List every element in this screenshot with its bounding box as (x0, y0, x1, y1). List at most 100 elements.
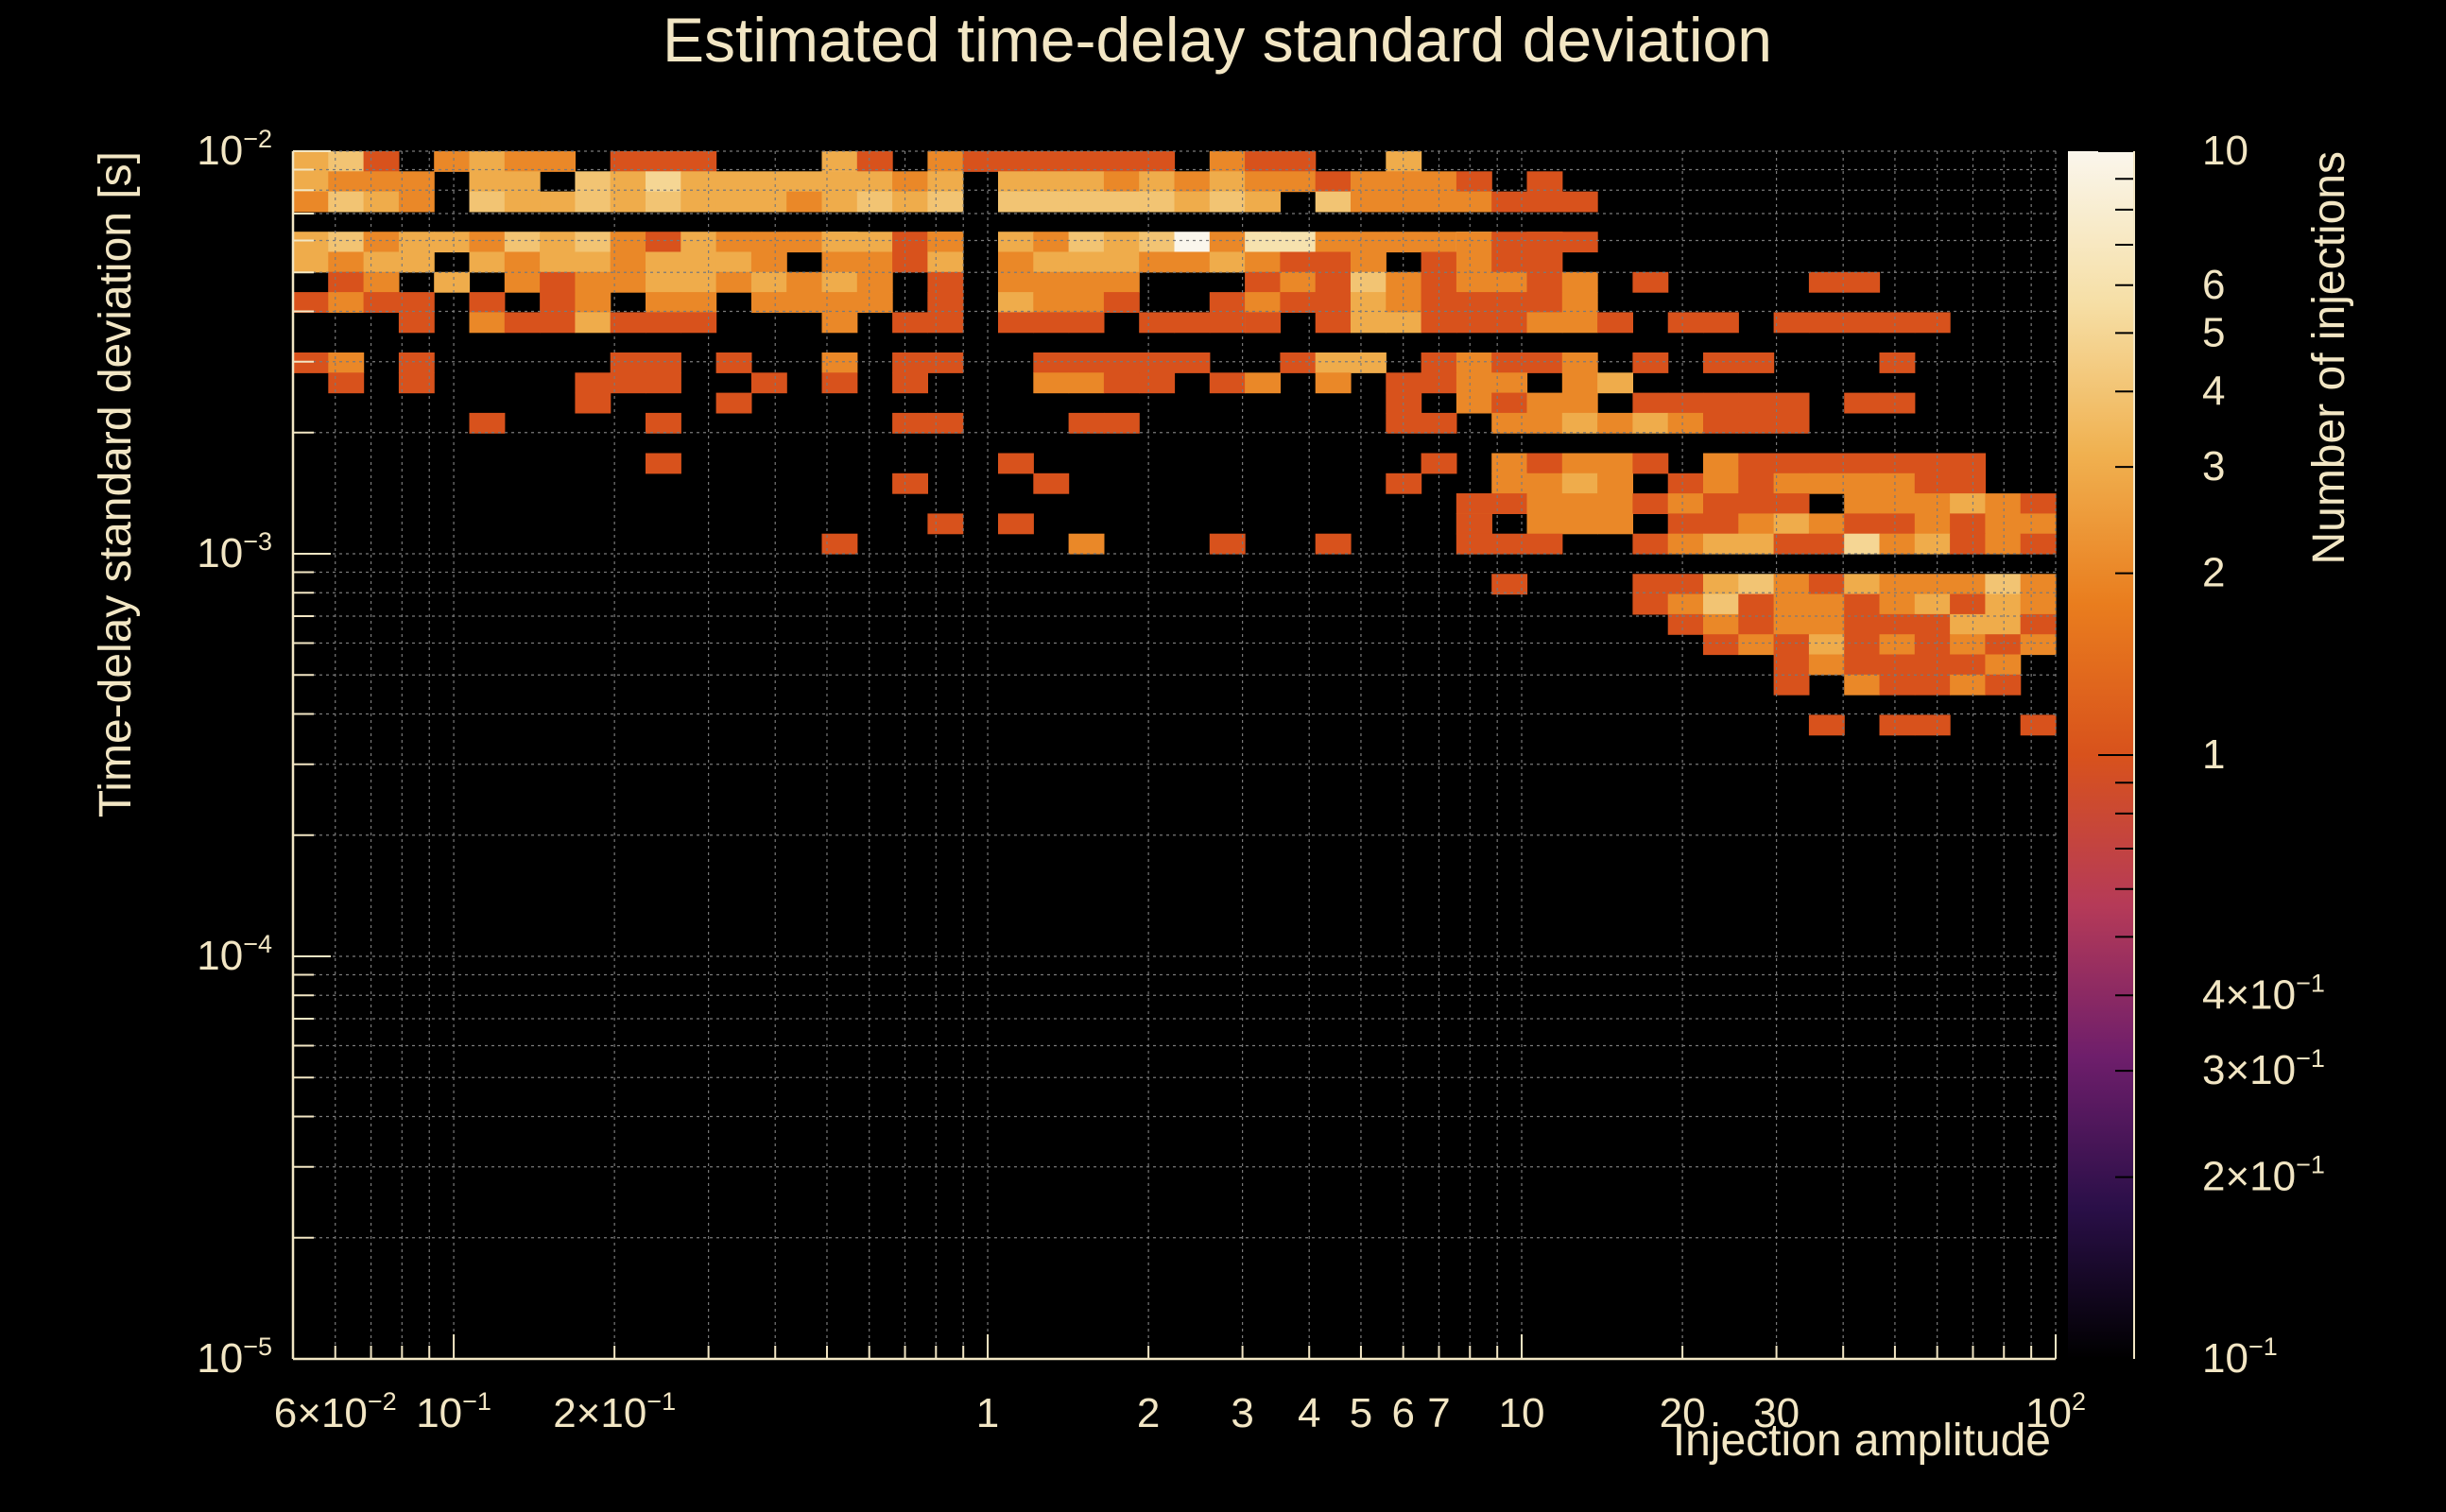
heatmap-cell (998, 271, 1034, 293)
heatmap-cell (575, 312, 612, 334)
heatmap-cell (892, 171, 928, 193)
heatmap-cell (1209, 312, 1246, 334)
y-tick-label: 10−4 (197, 930, 272, 979)
heatmap-cell (715, 191, 752, 213)
heatmap-cell (646, 151, 681, 172)
heatmap-cell (1315, 312, 1352, 334)
heatmap-cell (1351, 292, 1387, 313)
heatmap-cell (1033, 352, 1070, 373)
heatmap-cell (1597, 372, 1633, 394)
heatmap-cell (1491, 191, 1528, 213)
heatmap-cell (1421, 352, 1457, 373)
colorbar-tick-label: 3 (2202, 443, 2225, 490)
heatmap-cell (1491, 412, 1528, 434)
heatmap-cell (998, 171, 1034, 193)
heatmap-cell (1773, 513, 1810, 535)
heatmap-cell (786, 191, 823, 213)
heatmap-cell (1667, 312, 1704, 334)
heatmap-cell (1456, 232, 1492, 253)
heatmap-cell (328, 292, 365, 313)
heatmap-cell (1068, 271, 1105, 293)
heatmap-cell (1209, 372, 1246, 394)
heatmap-cell (1632, 533, 1669, 555)
heatmap-cell (504, 232, 541, 253)
heatmap-cell (1421, 171, 1457, 193)
heatmap-cell (1738, 533, 1775, 555)
heatmap-cell (398, 312, 435, 334)
heatmap-cell (1209, 151, 1246, 172)
heatmap-cell (1914, 613, 1951, 635)
heatmap-cell (1950, 674, 1986, 696)
heatmap-cell (540, 251, 576, 273)
heatmap-cell (434, 271, 471, 293)
heatmap-cell (1280, 151, 1317, 172)
heatmap-cell (328, 372, 365, 394)
heatmap-cell (1209, 232, 1246, 253)
heatmap-cell (1914, 453, 1951, 474)
heatmap-cell (1491, 493, 1528, 514)
heatmap-cell (1844, 674, 1881, 696)
y-tick-labels: 10−5 10−4 10−3 10−2 (197, 125, 272, 1382)
heatmap-cell (1526, 251, 1563, 273)
heatmap-cell (1632, 392, 1669, 414)
heatmap-cell (1879, 654, 1916, 676)
x-tick-label: 10−1 (416, 1387, 491, 1436)
heatmap-cell (1632, 453, 1669, 474)
heatmap-cell (927, 513, 964, 535)
heatmap-cell (927, 251, 964, 273)
heatmap-cell (715, 232, 752, 253)
heatmap-cell (1103, 271, 1140, 293)
heatmap-cell (1421, 251, 1457, 273)
heatmap-cell (363, 191, 400, 213)
heatmap-cell (1667, 613, 1704, 635)
heatmap-cell (1985, 593, 2022, 615)
heatmap-cell (646, 271, 681, 293)
heatmap-cell (1351, 271, 1387, 293)
heatmap-cell (398, 251, 435, 273)
heatmap-cell (680, 151, 717, 172)
heatmap-cell (1738, 453, 1775, 474)
heatmap-cell (1491, 533, 1528, 555)
heatmap-cell (1703, 392, 1739, 414)
heatmap-cell (328, 171, 365, 193)
heatmap-cell (1103, 412, 1140, 434)
heatmap-cell (1561, 312, 1598, 334)
heatmap-cell (1667, 472, 1704, 494)
heatmap-cell (363, 232, 400, 253)
heatmap-cell (1844, 453, 1881, 474)
heatmap-cell (1561, 412, 1598, 434)
heatmap-cell (786, 232, 823, 253)
heatmap-cell (1103, 372, 1140, 394)
heatmap-cell (1914, 574, 1951, 595)
heatmap-cell (1773, 472, 1810, 494)
heatmap-cell (1068, 352, 1105, 373)
heatmap-cell (1914, 593, 1951, 615)
heatmap-cell (1879, 392, 1916, 414)
heatmap-cell (1209, 533, 1246, 555)
heatmap-cell (328, 352, 365, 373)
heatmap-cell (1526, 513, 1563, 535)
heatmap-cell (1738, 574, 1775, 595)
heatmap-cell (1315, 372, 1352, 394)
heatmap-cell (1245, 171, 1281, 193)
heatmap-cell (1703, 613, 1739, 635)
heatmap-cell (1491, 251, 1528, 273)
heatmap-cell (1456, 533, 1492, 555)
heatmap-cell (1561, 232, 1598, 253)
heatmap-cell (398, 191, 435, 213)
heatmap-cell (927, 191, 964, 213)
heatmap-cell (540, 292, 576, 313)
heatmap-cell (1950, 654, 1986, 676)
x-tick-labels: 6×10−2 10−1 2×10−1 1 2 3 4 5 6 7 10 20 30 102 (274, 1387, 2086, 1436)
heatmap-cell (1033, 251, 1070, 273)
heatmap-cell (1386, 292, 1422, 313)
heatmap-cell (434, 232, 471, 253)
colorbar-tick-label: 5 (2202, 309, 2225, 355)
heatmap-cell (1597, 472, 1633, 494)
heatmap-cell (1808, 714, 1845, 736)
heatmap-cell (1280, 271, 1317, 293)
heatmap-cell (1773, 392, 1810, 414)
heatmap-cell (1351, 171, 1387, 193)
heatmap-cell (575, 232, 612, 253)
heatmap-cell (1808, 613, 1845, 635)
